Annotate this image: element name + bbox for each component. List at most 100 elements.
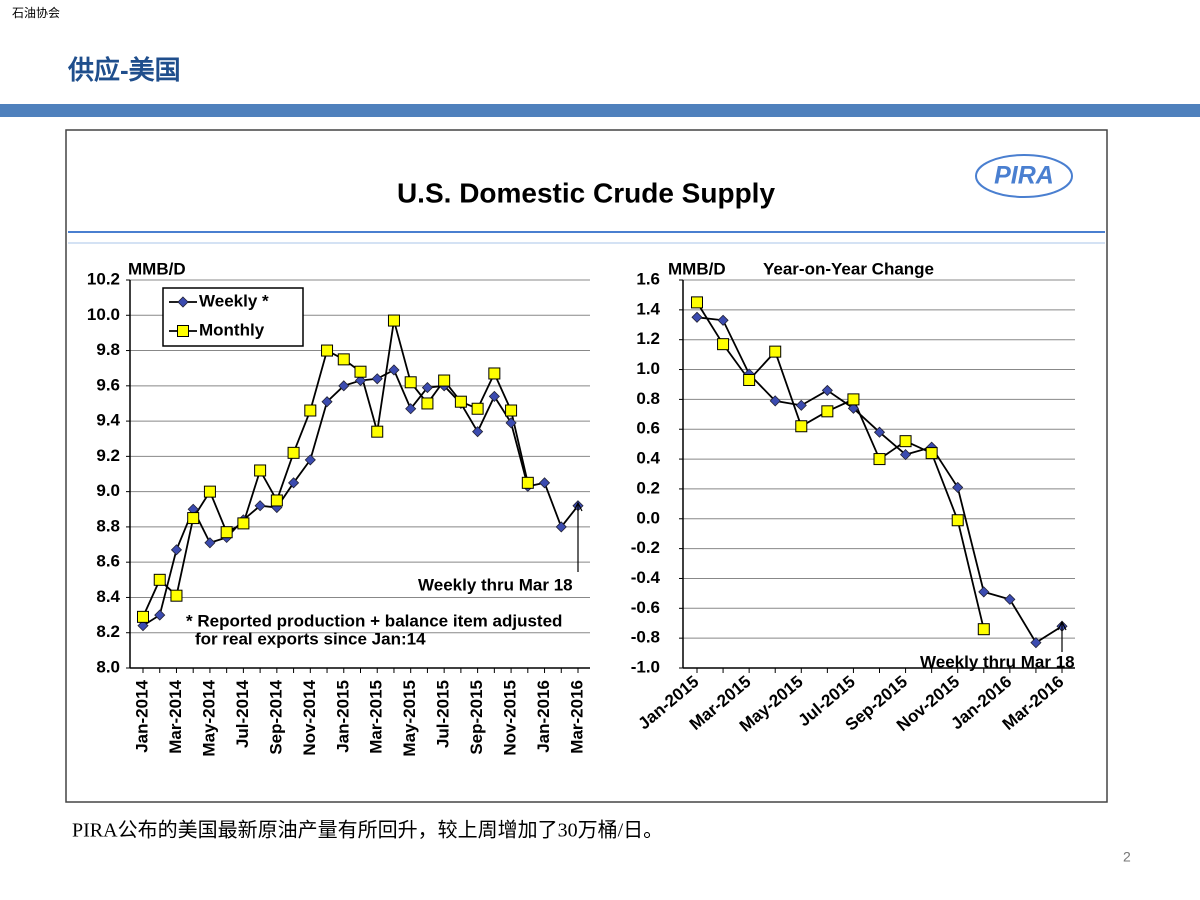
x-tick-label: Jan-2015 (333, 680, 352, 753)
x-tick-label: Sep-2014 (266, 679, 285, 754)
marker (977, 623, 990, 636)
annotation-arrowhead (1057, 620, 1067, 631)
marker (471, 402, 484, 415)
x-tick-label: Mar-2015 (367, 680, 386, 754)
y-axis-label: MMB/D (668, 259, 726, 278)
marker (154, 609, 166, 621)
y-tick-label: 8.0 (96, 657, 120, 676)
slide-title: 供应-美国 (67, 55, 181, 85)
marker (137, 610, 149, 623)
marker (454, 395, 467, 408)
y-tick-label: 9.0 (96, 481, 120, 500)
marker (137, 620, 149, 632)
marker (795, 399, 807, 411)
marker (387, 314, 400, 327)
footnote: for real exports since Jan:14 (195, 629, 426, 648)
y-tick-label: 9.6 (96, 375, 120, 394)
y-tick-label: 9.8 (96, 340, 120, 359)
marker (421, 382, 433, 394)
annotation-arrowhead (573, 501, 583, 512)
marker (488, 390, 500, 402)
x-tick-label: Nov-2015 (501, 680, 520, 756)
marker (220, 526, 233, 539)
marker (337, 353, 350, 366)
footnote: * Reported production + balance item adj… (186, 611, 562, 630)
chart-subtitle: Year-on-Year Change (763, 259, 934, 278)
marker (821, 384, 833, 396)
y-tick-label: -0.4 (631, 568, 661, 587)
marker (925, 447, 938, 460)
marker (270, 494, 283, 507)
marker (952, 481, 964, 493)
y-tick-label: 0.6 (636, 419, 660, 438)
x-tick-label: May-2015 (400, 680, 419, 757)
marker (421, 397, 434, 410)
y-tick-label: 1.4 (636, 299, 660, 318)
marker (1030, 637, 1042, 649)
y-tick-label: 0.4 (636, 449, 660, 468)
y-tick-label: -0.2 (631, 538, 660, 557)
marker (304, 454, 316, 466)
x-tick-label: Jan-2016 (534, 680, 553, 753)
y-tick-label: 8.6 (96, 552, 120, 571)
x-tick-label: Jan-2014 (132, 679, 151, 752)
marker (847, 402, 859, 414)
marker (873, 453, 886, 466)
marker (203, 485, 216, 498)
x-tick-label: Mar-2016 (567, 680, 586, 754)
legend-label: Weekly * (199, 291, 269, 310)
marker (769, 395, 781, 407)
x-tick-label: Jul-2014 (233, 679, 252, 748)
marker (795, 420, 808, 433)
page-number: 2 (1123, 849, 1131, 865)
annotation: Weekly thru Mar 18 (920, 652, 1075, 671)
marker (177, 325, 189, 337)
marker (847, 393, 860, 406)
marker (900, 449, 912, 461)
marker (978, 586, 990, 598)
marker (177, 296, 189, 308)
marker (187, 512, 200, 525)
marker (899, 435, 912, 448)
marker (488, 367, 501, 380)
marker (321, 396, 333, 408)
marker (170, 589, 183, 602)
chart-panel (65, 129, 1108, 803)
y-tick-label: 0.2 (636, 478, 660, 497)
y-tick-label: 1.0 (636, 359, 660, 378)
marker (717, 338, 730, 351)
marker (405, 403, 417, 415)
marker (743, 373, 756, 386)
y-tick-label: -0.6 (631, 598, 660, 617)
marker (1004, 593, 1016, 605)
marker (288, 477, 300, 489)
marker (371, 373, 383, 385)
marker (254, 464, 267, 477)
y-tick-label: 8.8 (96, 516, 120, 535)
y-tick-label: 1.2 (636, 329, 660, 348)
panel-title: U.S. Domestic Crude Supply (397, 177, 775, 208)
marker (321, 344, 334, 357)
caption: PIRA公布的美国最新原油产量有所回升，较上周增加了30万桶/日。 (72, 819, 663, 842)
marker (691, 296, 703, 309)
marker (472, 426, 484, 438)
y-tick-label: 10.2 (87, 269, 120, 288)
marker (354, 374, 367, 387)
y-tick-label: -0.8 (631, 628, 660, 647)
marker (691, 311, 703, 323)
marker (505, 417, 517, 429)
marker (538, 477, 551, 489)
marker (404, 376, 417, 389)
y-axis-label: MMB/D (128, 259, 186, 278)
marker (204, 537, 216, 549)
x-tick-label: Sep-2015 (467, 680, 486, 755)
marker (769, 345, 782, 358)
marker (338, 380, 350, 392)
y-tick-label: 8.2 (96, 622, 120, 641)
y-tick-label: 1.6 (636, 269, 660, 288)
y-tick-label: 0.0 (636, 508, 660, 527)
marker (254, 500, 266, 512)
marker (354, 365, 367, 378)
marker (873, 426, 886, 438)
